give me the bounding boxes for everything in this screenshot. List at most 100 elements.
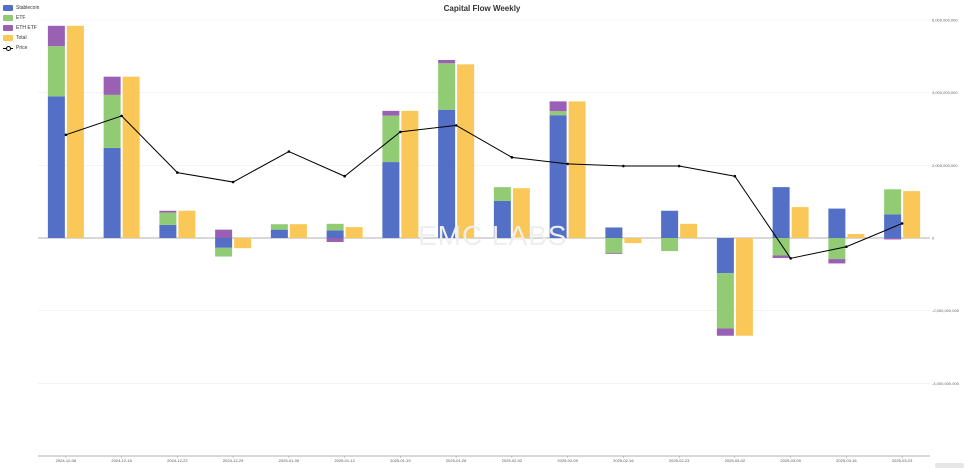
legend: Stablecoin ETF ETH ETF Total Price: [3, 3, 39, 53]
bar-etf: [47, 46, 65, 97]
bar-stablecoin: [493, 200, 511, 238]
x-tick-label: 2025-03-09: [780, 458, 801, 463]
bar-etf: [493, 187, 511, 201]
price-point: [677, 164, 681, 168]
legend-swatch-stablecoin: [3, 5, 13, 11]
bar-total: [122, 76, 140, 239]
scrollbar[interactable]: [935, 463, 964, 468]
bar-etf: [270, 224, 288, 230]
price-point: [287, 150, 291, 153]
bar-total: [401, 110, 419, 238]
bar-etf: [605, 238, 623, 254]
bar-etf: [438, 63, 456, 110]
bar-total: [847, 234, 865, 238]
bar-total: [624, 238, 642, 244]
legend-item-etf[interactable]: ETF: [3, 13, 39, 23]
bar-total: [903, 191, 921, 238]
bar-stablecoin: [103, 147, 121, 238]
price-point: [176, 171, 179, 174]
bar-stablecoin: [215, 238, 233, 248]
bar-etf: [326, 223, 344, 231]
bar-stablecoin: [549, 115, 567, 238]
price-point: [566, 162, 569, 166]
bar-eth-etf: [884, 238, 902, 240]
bar-total: [680, 223, 698, 238]
price-line: [65, 115, 903, 259]
bar-etf: [884, 189, 902, 215]
y-tick-label: 0: [932, 236, 935, 241]
price-point: [733, 174, 737, 178]
bar-total: [791, 207, 809, 238]
x-tick-label: 2025-01-12: [334, 458, 355, 463]
bar-stablecoin: [159, 224, 177, 238]
bar-etf: [215, 247, 233, 257]
legend-label-price: Price: [16, 45, 28, 51]
legend-label-total: Total: [16, 35, 27, 41]
bar-stablecoin: [884, 214, 902, 238]
legend-item-eth-etf[interactable]: ETH ETF: [3, 23, 39, 33]
bar-eth-etf: [215, 229, 233, 238]
x-tick-label: 2025-03-02: [725, 458, 746, 463]
x-tick-label: 2025-01-26: [446, 458, 467, 463]
bar-eth-etf: [326, 238, 344, 242]
legend-item-total[interactable]: Total: [3, 33, 39, 43]
bar-stablecoin: [382, 162, 400, 238]
chart-title: Capital Flow Weekly: [443, 4, 521, 13]
x-tick-label: 2025-03-23: [892, 458, 913, 463]
x-tick-label: 2024-12-22: [167, 458, 188, 463]
y-tick-label: -2,000,000,000: [932, 308, 960, 313]
bar-stablecoin: [772, 187, 790, 238]
bar-etf: [661, 238, 679, 252]
bar-total: [457, 64, 475, 239]
y-tick-label: 2,000,000,000: [932, 163, 958, 168]
bar-etf: [549, 111, 567, 116]
bar-etf: [382, 115, 400, 163]
y-tick-label: -4,000,000,000: [932, 381, 960, 386]
x-tick-label: 2024-12-15: [111, 458, 132, 463]
x-tick-label: 2025-01-19: [390, 458, 411, 463]
x-tick-label: 2024-12-29: [223, 458, 244, 463]
legend-swatch-total: [3, 35, 13, 41]
x-tick-label: 2025-02-16: [613, 458, 634, 463]
price-point: [120, 114, 123, 118]
y-tick-label: 6,000,000,000: [932, 18, 958, 23]
bar-eth-etf: [549, 101, 567, 112]
x-tick-label: 2025-02-02: [502, 458, 523, 463]
price-point: [845, 245, 848, 249]
legend-item-price[interactable]: Price: [3, 43, 39, 53]
bar-etf: [103, 94, 121, 148]
bar-stablecoin: [47, 96, 65, 238]
legend-item-stablecoin[interactable]: Stablecoin: [3, 3, 39, 13]
watermark: EMC LABS: [418, 220, 568, 251]
bar-eth-etf: [605, 253, 623, 254]
bar-eth-etf: [103, 76, 121, 95]
bar-total: [568, 101, 586, 239]
price-point: [510, 156, 514, 159]
bar-stablecoin: [438, 109, 456, 238]
bar-total: [345, 227, 363, 238]
bar-stablecoin: [326, 230, 344, 238]
x-tick-label: 2025-02-09: [557, 458, 578, 463]
bar-stablecoin: [828, 208, 846, 238]
bar-eth-etf: [772, 255, 790, 258]
bar-total: [735, 238, 753, 336]
legend-label-eth-etf: ETH ETF: [16, 25, 37, 31]
bar-total: [289, 224, 307, 238]
price-point: [231, 180, 235, 184]
price-point: [454, 124, 458, 127]
x-tick-label: 2024-12-08: [56, 458, 77, 463]
legend-label-stablecoin: Stablecoin: [16, 5, 40, 11]
price-point: [622, 164, 625, 168]
legend-swatch-price: [3, 45, 13, 51]
bar-eth-etf: [716, 328, 734, 336]
bar-etf: [159, 212, 177, 225]
bar-stablecoin: [605, 227, 623, 238]
bar-eth-etf: [828, 259, 846, 264]
price-point: [64, 133, 68, 137]
legend-swatch-eth-etf: [3, 25, 13, 31]
bar-stablecoin: [270, 229, 288, 238]
bar-total: [234, 238, 252, 249]
x-tick-label: 2025-01-05: [279, 458, 300, 463]
bar-total: [178, 210, 196, 238]
